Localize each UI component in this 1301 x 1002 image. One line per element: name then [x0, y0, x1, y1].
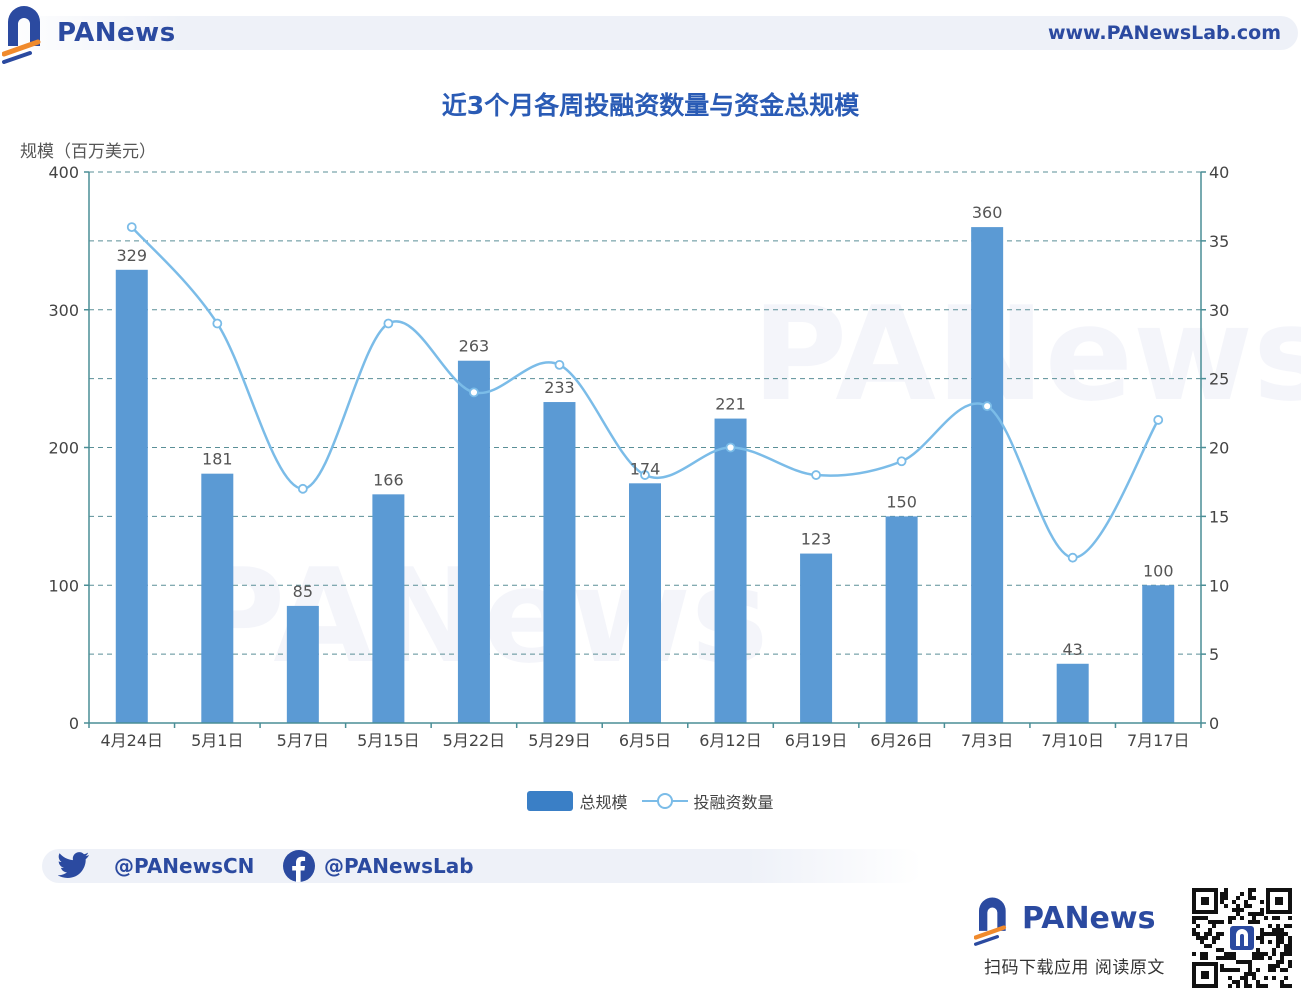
y-right-tick-label: 25 — [1209, 370, 1229, 389]
panews-logo-icon — [2, 6, 41, 64]
line-point — [982, 401, 993, 412]
bar-data-label: 150 — [886, 492, 917, 511]
x-tick-label: 7月10日 — [1041, 731, 1104, 750]
bar — [1142, 585, 1175, 723]
bar-data-label: 263 — [459, 337, 490, 356]
x-tick-label: 5月15日 — [357, 731, 420, 750]
y-right-tick-label: 0 — [1209, 714, 1219, 733]
y-left-tick-label: 200 — [48, 439, 79, 458]
footer-logo-icon — [974, 897, 1007, 946]
bar-data-label: 85 — [293, 582, 313, 601]
label-layer: 329 181 85 166 263 233 174 221 123 150 360 43 100 — [116, 203, 1173, 659]
y-right-tick-label: 40 — [1209, 163, 1229, 182]
line-point — [640, 470, 650, 480]
y-left-tick-label: 400 — [48, 163, 79, 182]
footer-caption: 扫码下载应用 阅读原文 — [984, 958, 1165, 978]
y-right-tick-label: 5 — [1209, 645, 1219, 664]
header-brand: PANews — [57, 18, 176, 48]
x-tick-label: 6月19日 — [785, 731, 848, 750]
bar — [286, 605, 319, 723]
legend-bar-swatch — [527, 791, 574, 811]
bar — [885, 516, 918, 723]
chart-title: 近3个月各周投融资数量与资金总规模 — [441, 91, 860, 120]
line-point — [1067, 552, 1078, 563]
bar — [629, 483, 661, 723]
line-point — [896, 456, 907, 467]
header-bar — [0, 16, 1298, 50]
bar-data-label: 360 — [972, 203, 1003, 222]
facebook-handle[interactable]: @PANewsLab — [324, 854, 474, 878]
bar-data-label: 233 — [544, 378, 575, 397]
line-point — [383, 318, 394, 329]
bar-data-label: 166 — [373, 470, 404, 489]
bar-data-label: 181 — [202, 450, 233, 469]
x-tick-label: 6月26日 — [870, 731, 933, 750]
legend-line-swatch — [641, 793, 688, 809]
twitter-bird-icon[interactable] — [58, 851, 90, 879]
x-tick-label: 7月17日 — [1127, 731, 1190, 750]
x-tick-label: 6月12日 — [699, 731, 762, 750]
bar-data-label: 43 — [1063, 640, 1083, 659]
y-right-tick-label: 30 — [1209, 301, 1229, 320]
bar-layer — [115, 227, 1175, 723]
x-tick-label: 5月7日 — [277, 731, 329, 750]
x-tick-label: 5月22日 — [443, 731, 506, 750]
line-point — [297, 483, 308, 494]
bar — [714, 418, 747, 723]
x-tick-label: 5月29日 — [528, 731, 591, 750]
x-tick-label: 7月3日 — [961, 731, 1013, 750]
legend-bar-label: 总规模 — [579, 793, 628, 812]
line-point — [811, 470, 821, 480]
bar-data-label: 329 — [116, 246, 147, 265]
bar-data-label: 174 — [630, 459, 661, 478]
bar — [800, 553, 833, 723]
y-left-tick-label: 100 — [48, 576, 79, 595]
bar — [1056, 663, 1089, 723]
social-bar — [42, 849, 922, 883]
line-point — [126, 222, 137, 233]
bar-data-label: 221 — [715, 395, 746, 414]
qr-code-icon[interactable] — [1192, 888, 1292, 988]
bar-data-label: 100 — [1143, 561, 1174, 580]
y-right-tick-label: 15 — [1209, 507, 1229, 526]
y-right-tick-label: 10 — [1209, 576, 1229, 595]
bar — [115, 269, 148, 723]
line-point — [469, 387, 479, 398]
bar-data-label: 123 — [801, 530, 832, 549]
facebook-icon[interactable] — [283, 850, 315, 882]
bar — [971, 227, 1004, 723]
x-tick-label: 6月5日 — [619, 731, 671, 750]
line-point — [212, 318, 223, 329]
legend: 总规模 投融资数量 — [0, 789, 1301, 813]
y-axis-left-label: 规模（百万美元） — [20, 142, 156, 162]
line-point — [725, 442, 736, 453]
y-right-tick-label: 20 — [1209, 439, 1229, 458]
axis-layer: 0 100 200 300 400 0 5 10 15 20 25 30 35 40 4月24日 5月1日 5月… — [48, 163, 1229, 750]
y-left-tick-label: 0 — [69, 714, 79, 733]
line-point — [1153, 415, 1164, 425]
bar — [372, 494, 405, 723]
footer-brand: PANews — [1022, 901, 1156, 936]
x-tick-label: 5月1日 — [191, 731, 243, 750]
line-layer — [126, 222, 1164, 563]
series-line — [130, 226, 1160, 559]
legend-item-line[interactable]: 投融资数量 — [641, 789, 774, 813]
y-right-tick-label: 35 — [1209, 232, 1229, 251]
x-tick-label: 4月24日 — [100, 731, 163, 750]
line-point — [554, 359, 565, 370]
bar — [201, 473, 234, 723]
y-left-tick-label: 300 — [48, 301, 79, 320]
bar — [457, 360, 490, 723]
header-site-url[interactable]: www.PANewsLab.com — [1047, 22, 1281, 44]
twitter-handle[interactable]: @PANewsCN — [114, 854, 255, 878]
legend-line-label: 投融资数量 — [693, 793, 774, 812]
legend-item-bar[interactable]: 总规模 — [527, 789, 628, 813]
bar — [543, 402, 576, 723]
